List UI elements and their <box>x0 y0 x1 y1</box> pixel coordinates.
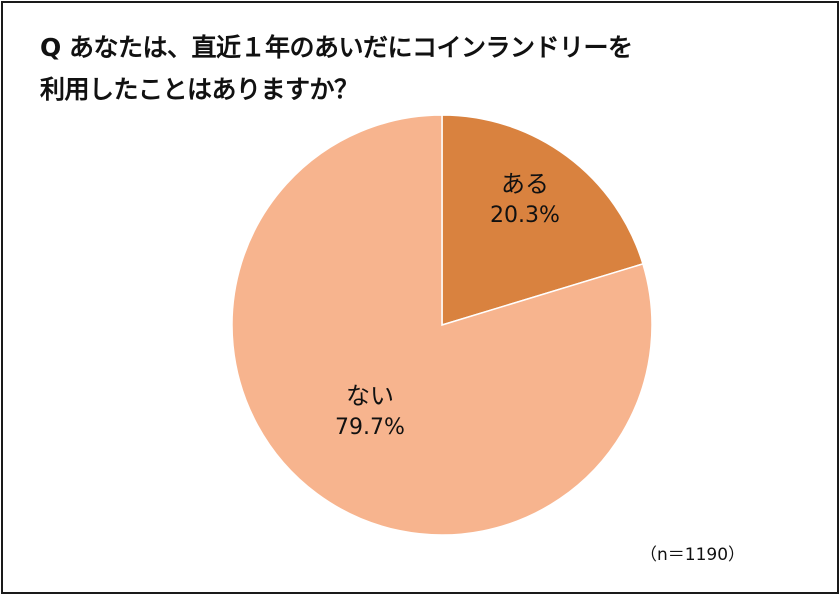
slice-label-nai-name: ない <box>346 382 394 410</box>
sample-size-note: （n＝1190） <box>640 545 746 565</box>
slice-label-nai: ない 79.7% <box>315 380 425 444</box>
pie-slice-aru <box>441 114 644 327</box>
pie-slice-nai <box>231 114 653 536</box>
slice-label-aru-percent: 20.3% <box>490 203 560 228</box>
slice-label-aru-name: ある <box>501 170 549 198</box>
title-line-2: 利用したことはありますか？ <box>40 75 359 104</box>
slice-label-aru: ある 20.3% <box>470 168 580 232</box>
chart-title: Q あなたは、直近１年のあいだにコインランドリーを 利用したことはありますか？ <box>40 27 633 111</box>
title-line-1: Q あなたは、直近１年のあいだにコインランドリーを <box>40 33 633 62</box>
slice-label-nai-percent: 79.7% <box>335 415 405 440</box>
